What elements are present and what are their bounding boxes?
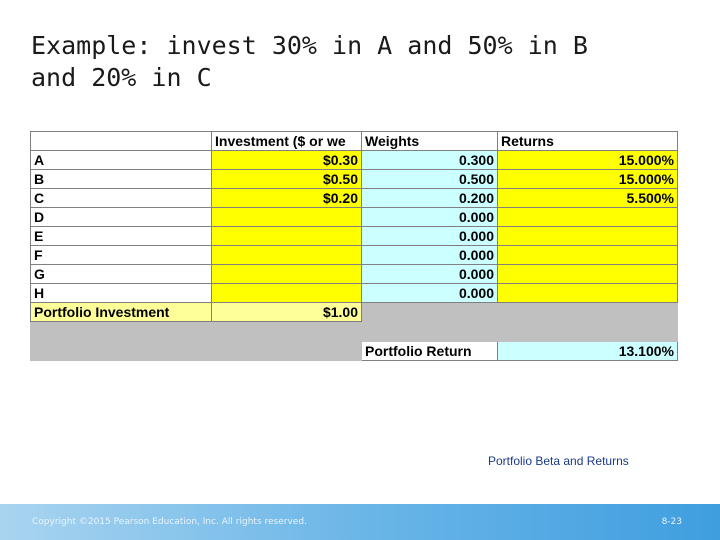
gray-filler-cell <box>211 321 362 342</box>
return-cell[interactable] <box>497 226 678 246</box>
weight-cell[interactable]: 0.000 <box>361 207 498 227</box>
table-row: B $0.50 0.500 15.000% <box>30 169 678 189</box>
portfolio-return-row: Portfolio Return 13.100% <box>30 341 678 361</box>
gray-filler-cell <box>497 302 678 322</box>
row-label-cell[interactable]: A <box>30 150 212 170</box>
investment-cell[interactable] <box>211 283 362 303</box>
table-row: A $0.30 0.300 15.000% <box>30 150 678 170</box>
return-cell[interactable]: 15.000% <box>497 150 678 170</box>
weight-cell[interactable]: 0.300 <box>361 150 498 170</box>
return-cell[interactable] <box>497 283 678 303</box>
slide-caption-link[interactable]: Portfolio Beta and Returns <box>488 454 629 468</box>
row-label-cell[interactable]: D <box>30 207 212 227</box>
header-cell-returns[interactable]: Returns <box>497 131 678 151</box>
header-cell-blank[interactable] <box>30 131 212 151</box>
footer-bar: Copyright ©2015 Pearson Education, Inc. … <box>0 504 720 540</box>
gray-filler-cell <box>30 341 212 361</box>
table-row: H 0.000 <box>30 283 678 303</box>
weight-cell[interactable]: 0.000 <box>361 226 498 246</box>
weight-cell[interactable]: 0.200 <box>361 188 498 208</box>
page-number: 8-23 <box>661 517 682 527</box>
return-cell[interactable] <box>497 207 678 227</box>
slide-title-line-1: Example: invest 30% in A and 50% in B <box>31 31 588 60</box>
row-label-cell[interactable]: C <box>30 188 212 208</box>
copyright-notice: Copyright ©2015 Pearson Education, Inc. … <box>32 517 307 527</box>
portfolio-investment-value[interactable]: $1.00 <box>211 302 362 322</box>
table-row: C $0.20 0.200 5.500% <box>30 188 678 208</box>
weight-cell[interactable]: 0.000 <box>361 283 498 303</box>
gray-filler-cell <box>497 321 678 342</box>
investment-cell[interactable] <box>211 264 362 284</box>
gray-filler-cell <box>361 302 498 322</box>
slide-title: Example: invest 30% in A and 50% in B an… <box>31 30 691 94</box>
table-row: G 0.000 <box>30 264 678 284</box>
row-label-cell[interactable]: F <box>30 245 212 265</box>
investment-cell[interactable]: $0.50 <box>211 169 362 189</box>
slide-title-line-2: and 20% in C <box>31 63 212 92</box>
row-label-cell[interactable]: E <box>30 226 212 246</box>
investment-cell[interactable] <box>211 245 362 265</box>
header-row: Investment ($ or we Weights Returns <box>30 131 678 151</box>
return-cell[interactable]: 5.500% <box>497 188 678 208</box>
portfolio-return-label[interactable]: Portfolio Return <box>361 341 498 361</box>
return-cell[interactable] <box>497 245 678 265</box>
investment-cell[interactable]: $0.20 <box>211 188 362 208</box>
portfolio-return-value[interactable]: 13.100% <box>497 341 678 361</box>
row-label-cell[interactable]: G <box>30 264 212 284</box>
return-cell[interactable] <box>497 264 678 284</box>
table-row: E 0.000 <box>30 226 678 246</box>
total-row: Portfolio Investment $1.00 <box>30 302 678 322</box>
gray-filler-cell <box>361 321 498 342</box>
header-cell-weights[interactable]: Weights <box>361 131 498 151</box>
investment-cell[interactable] <box>211 226 362 246</box>
gray-filler-cell <box>30 321 212 342</box>
portfolio-investment-label[interactable]: Portfolio Investment <box>30 302 212 322</box>
investment-cell[interactable]: $0.30 <box>211 150 362 170</box>
header-cell-investment[interactable]: Investment ($ or we <box>211 131 362 151</box>
weight-cell[interactable]: 0.500 <box>361 169 498 189</box>
weight-cell[interactable]: 0.000 <box>361 245 498 265</box>
investment-cell[interactable] <box>211 207 362 227</box>
row-label-cell[interactable]: H <box>30 283 212 303</box>
weight-cell[interactable]: 0.000 <box>361 264 498 284</box>
portfolio-spreadsheet: Investment ($ or we Weights Returns A $0… <box>30 131 678 361</box>
gray-spacer-row <box>30 321 678 342</box>
return-cell[interactable]: 15.000% <box>497 169 678 189</box>
table-row: D 0.000 <box>30 207 678 227</box>
table-row: F 0.000 <box>30 245 678 265</box>
gray-filler-cell <box>211 341 362 361</box>
row-label-cell[interactable]: B <box>30 169 212 189</box>
